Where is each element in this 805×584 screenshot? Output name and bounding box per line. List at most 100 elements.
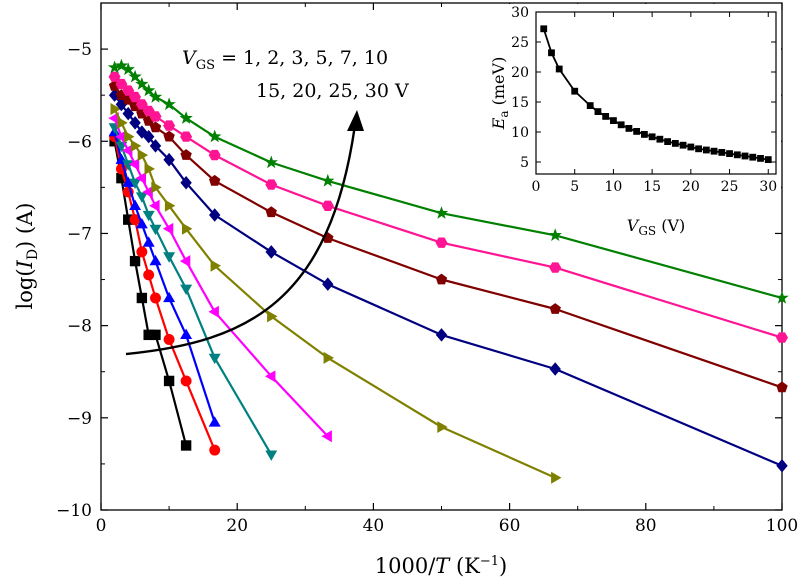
series-10-v (110, 103, 562, 484)
point-1-v (123, 214, 134, 225)
vgs-arrow-head (347, 110, 364, 131)
point-15-v (115, 97, 128, 112)
point-7-v (321, 430, 332, 443)
y-tick-label: −10 (56, 501, 92, 521)
x-tick-label: 60 (499, 516, 521, 536)
point-20-v (549, 303, 561, 314)
inset-ea-point (664, 138, 672, 145)
point-30-v (434, 206, 449, 219)
point-3-v (149, 254, 162, 266)
point-5-v (142, 210, 155, 222)
point-10-v (267, 310, 278, 323)
inset-ea-point (594, 108, 602, 115)
point-2-v (150, 292, 161, 304)
point-3-v (129, 199, 141, 210)
inset-frame (535, 11, 777, 175)
inset-ea-point (757, 155, 764, 162)
vgs-annotation-line1: VGS = 1, 2, 3, 5, 7, 10 (182, 47, 388, 73)
point-7-v (128, 158, 140, 171)
point-2-v (143, 269, 155, 281)
point-30-v (142, 83, 156, 97)
inset-x-tick-label: 10 (605, 179, 623, 195)
point-5-v (180, 284, 193, 295)
point-25-v (135, 99, 148, 110)
y-tick-label: −7 (67, 224, 92, 244)
point-3-v (163, 291, 176, 303)
point-20-v (180, 149, 192, 160)
series-line-1-v (113, 141, 188, 446)
point-25-v (180, 131, 193, 142)
point-15-v (322, 277, 334, 291)
point-30-v (179, 111, 193, 124)
series-line-5-v (113, 127, 273, 456)
point-25-v (122, 85, 135, 96)
inset-ea-point (548, 49, 555, 57)
point-25-v (321, 200, 334, 211)
inset-ea-point (555, 65, 563, 73)
inset-ea-point (610, 117, 617, 124)
inset-x-tick-label: 20 (682, 179, 700, 195)
point-5-v (208, 353, 221, 365)
inset-x-tick-label: 25 (721, 179, 739, 195)
main-plot: 0 20 40 60 80 100−10−9−8−7−6−5 (56, 2, 798, 536)
point-10-v (164, 199, 176, 212)
point-25-v (265, 179, 278, 190)
point-25-v (108, 71, 121, 82)
inset-ea-point (687, 143, 695, 151)
inset-y-tick-label: 30 (511, 5, 529, 21)
point-10-v (130, 139, 142, 152)
point-25-v (163, 120, 176, 131)
inset-y-tick-label: 10 (511, 125, 529, 141)
point-2-v (180, 375, 192, 387)
point-1-v (163, 375, 175, 387)
point-15-v (180, 176, 192, 190)
inset-ea-point (540, 25, 548, 33)
point-2-v (129, 214, 141, 226)
point-3-v (208, 416, 221, 427)
inset-x-tick-label: 15 (643, 179, 661, 195)
inset-y-axis-title: Ea (meV) (489, 57, 511, 131)
point-7-v (179, 255, 191, 268)
point-7-v (149, 199, 160, 212)
point-5-v (149, 224, 162, 236)
point-2-v (136, 246, 148, 258)
x-tick-label: 20 (226, 516, 248, 536)
point-30-v (775, 291, 789, 304)
point-30-v (148, 90, 163, 103)
point-15-v (143, 129, 155, 144)
inset-ea-point (710, 147, 718, 155)
point-10-v (124, 130, 135, 143)
point-15-v (129, 116, 141, 130)
vgs-annotation-line2: 15, 20, 25, 30 V (256, 80, 409, 102)
point-20-v (209, 174, 221, 186)
point-20-v (435, 273, 448, 285)
inset-ea-point (718, 149, 726, 156)
point-3-v (122, 176, 135, 187)
inset-ea-point (640, 131, 648, 138)
x-tick-label: 100 (766, 516, 798, 536)
inset-ea-point (625, 125, 633, 132)
x-tick-label: 0 (96, 516, 107, 536)
point-3-v (135, 218, 148, 229)
series-line-3-v (113, 131, 216, 423)
inset-ea-point (648, 133, 656, 141)
point-5-v (163, 252, 176, 263)
point-7-v (162, 222, 174, 235)
point-25-v (115, 78, 128, 90)
point-7-v (108, 112, 119, 125)
point-7-v (208, 305, 219, 318)
point-25-v (208, 149, 221, 161)
inset-ea-point (695, 145, 702, 153)
inset-ea-point (679, 141, 687, 149)
point-7-v (122, 144, 133, 157)
inset-ea-point (741, 152, 749, 160)
point-15-v (209, 208, 221, 222)
point-15-v (549, 362, 561, 376)
point-10-v (210, 259, 221, 272)
y-tick-label: −6 (67, 132, 92, 152)
point-3-v (142, 236, 155, 247)
point-1-v (150, 329, 161, 341)
